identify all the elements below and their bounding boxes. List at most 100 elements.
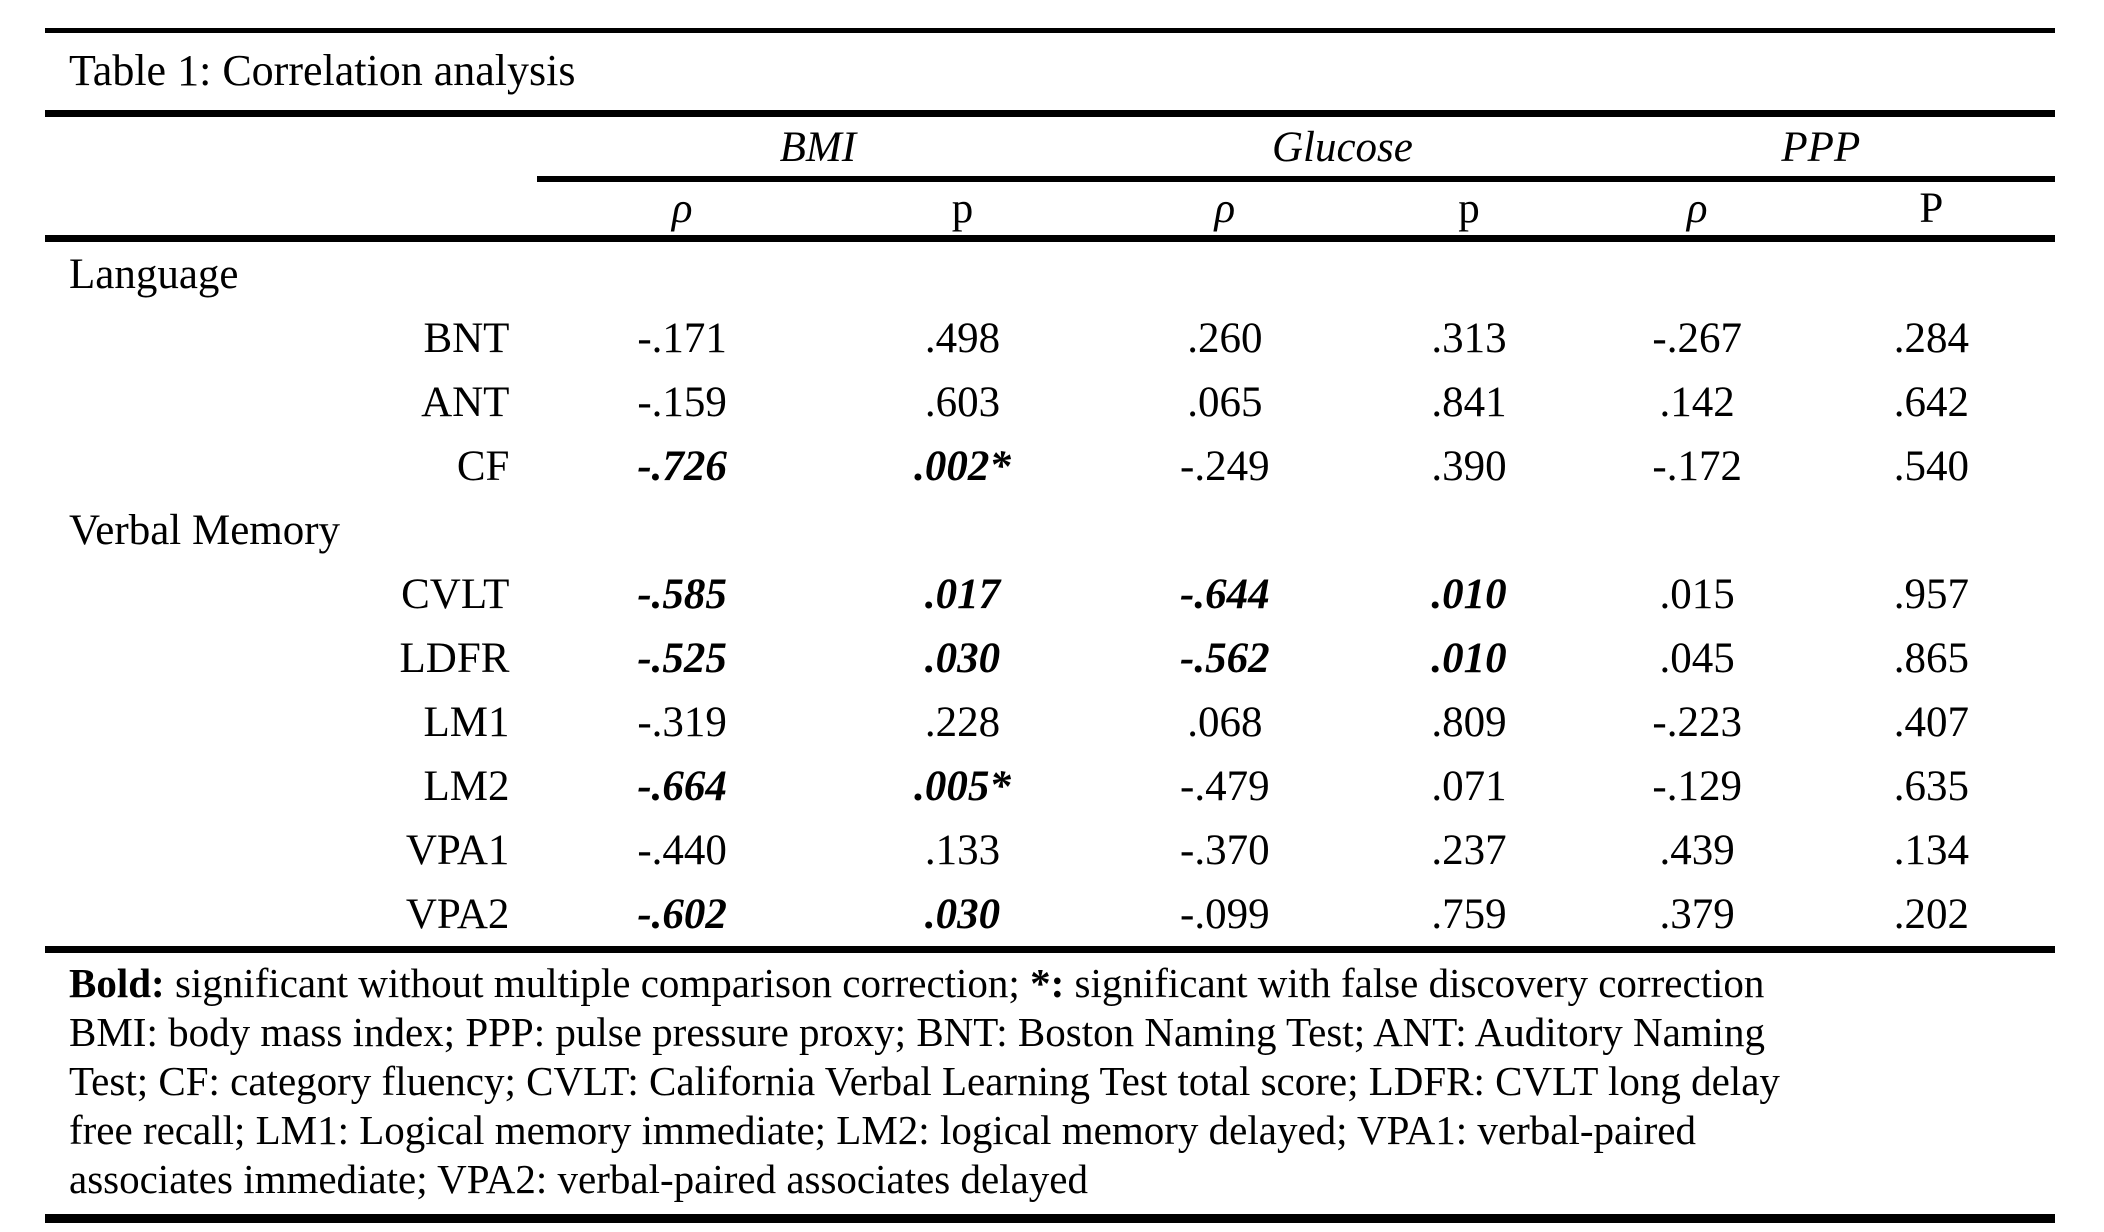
cell-value: .439 <box>1659 826 1735 874</box>
cell-value: -.223 <box>1652 698 1742 746</box>
cell-value: .134 <box>1893 826 1969 874</box>
table-footnote: Bold: significant without multiple compa… <box>45 946 2055 1223</box>
footnote-abbreviations: BMI: body mass index; PPP: pulse pressur… <box>69 1008 2047 1204</box>
cell-value-significant: .010 <box>1431 634 1507 682</box>
cell-value: .957 <box>1893 570 1969 618</box>
cell-value: .498 <box>924 314 1001 362</box>
group-header-glucose: Glucose <box>1098 117 1587 182</box>
cell-value: .540 <box>1893 442 1969 490</box>
table-row: BNT -.171 .498 .260 .313 -.267 .284 <box>45 306 2055 370</box>
row-label: CVLT <box>401 570 510 618</box>
subheader-p-0: p <box>826 179 1099 242</box>
cell-value: .228 <box>924 698 1001 746</box>
cell-value: .642 <box>1893 378 1969 426</box>
cell-value: -.249 <box>1180 442 1270 490</box>
section-row: Language <box>45 239 2055 307</box>
cell-value: .260 <box>1187 314 1263 362</box>
cell-value-significant: -.644 <box>1180 570 1270 618</box>
footnote-bold-term: Bold: <box>69 960 165 1006</box>
table-1-correlation-analysis: Table 1: Correlation analysis BMI Glucos… <box>45 28 2055 1223</box>
cell-value: -.319 <box>637 698 727 746</box>
group-header-bmi: BMI <box>537 117 1099 182</box>
cell-value: .071 <box>1431 762 1507 810</box>
cell-value: .142 <box>1659 378 1735 426</box>
cell-value: -.171 <box>637 314 727 362</box>
footnote-bold-term: *: <box>1030 960 1065 1006</box>
cell-value: .865 <box>1893 634 1969 682</box>
cell-value: .390 <box>1431 442 1507 490</box>
section-row: Verbal Memory <box>45 498 2055 562</box>
subheader-p-2: P <box>1807 179 2055 242</box>
group-header-ppp: PPP <box>1586 117 2055 182</box>
cell-value: -.172 <box>1652 442 1742 490</box>
table-row: VPA1 -.440 .133 -.370 .237 .439 .134 <box>45 818 2055 882</box>
subheader-spacer <box>45 179 538 242</box>
cell-value: .841 <box>1431 378 1507 426</box>
footnote-significance-line: Bold: significant without multiple compa… <box>69 959 2047 1008</box>
cell-value: -.440 <box>637 826 727 874</box>
section-label: Language <box>69 250 239 298</box>
cell-value: .379 <box>1659 890 1735 938</box>
row-label: VPA2 <box>405 890 510 938</box>
cell-value: .284 <box>1893 314 1969 362</box>
subheader-p-1: p <box>1351 179 1587 242</box>
table-row: CVLT -.585 .017 -.644 .010 .015 .957 <box>45 562 2055 626</box>
cell-value-significant: .030 <box>924 634 1001 682</box>
cell-value: .237 <box>1431 826 1507 874</box>
row-label: LM1 <box>423 698 510 746</box>
table-title: Table 1: Correlation analysis <box>45 28 2055 117</box>
table-row: ANT -.159 .603 .065 .841 .142 .642 <box>45 370 2055 434</box>
cell-value: .759 <box>1431 890 1507 938</box>
group-header-spacer <box>45 117 537 179</box>
row-label: LDFR <box>399 634 510 682</box>
table-row: LDFR -.525 .030 -.562 .010 .045 .865 <box>45 626 2055 690</box>
footnote-line: Test; CF: category fluency; CVLT: Califo… <box>69 1058 1780 1104</box>
cell-value: .015 <box>1659 570 1735 618</box>
group-header-row: BMI Glucose PPP <box>45 117 2055 182</box>
subheader-rho-0: ρ <box>537 179 827 242</box>
cell-value: -.370 <box>1180 826 1270 874</box>
table-row: CF -.726 .002* -.249 .390 -.172 .540 <box>45 434 2055 498</box>
cell-value: .045 <box>1659 634 1735 682</box>
cell-value: .407 <box>1893 698 1969 746</box>
cell-value: .065 <box>1187 378 1263 426</box>
cell-value: -.129 <box>1652 762 1742 810</box>
footnote-line: BMI: body mass index; PPP: pulse pressur… <box>69 1009 1766 1055</box>
cell-value: .068 <box>1187 698 1263 746</box>
table-row: LM2 -.664 .005* -.479 .071 -.129 .635 <box>45 754 2055 818</box>
section-label: Verbal Memory <box>69 506 341 554</box>
cell-value: .133 <box>924 826 1001 874</box>
row-label: VPA1 <box>405 826 510 874</box>
cell-value-significant: -.726 <box>637 442 727 490</box>
cell-value-significant: -.585 <box>637 570 727 618</box>
table-row: VPA2 -.602 .030 -.099 .759 .379 .202 <box>45 882 2055 946</box>
row-label: CF <box>456 442 510 490</box>
footnote-text: significant without multiple comparison … <box>164 960 1031 1006</box>
cell-value-significant: -.602 <box>637 890 727 938</box>
footnote-line: associates immediate; VPA2: verbal-paire… <box>69 1156 1088 1202</box>
cell-value: .809 <box>1431 698 1507 746</box>
cell-value: -.099 <box>1180 890 1270 938</box>
row-label: LM2 <box>423 762 510 810</box>
cell-value: .202 <box>1893 890 1969 938</box>
cell-value-significant: -.664 <box>637 762 727 810</box>
cell-value: .603 <box>924 378 1001 426</box>
table-row: LM1 -.319 .228 .068 .809 -.223 .407 <box>45 690 2055 754</box>
cell-value-significant: -.525 <box>637 634 727 682</box>
cell-value: -.479 <box>1180 762 1270 810</box>
cell-value-significant: -.562 <box>1180 634 1270 682</box>
cell-value-significant: .017 <box>924 570 1001 618</box>
cell-value-significant: .010 <box>1431 570 1507 618</box>
cell-value: .635 <box>1893 762 1969 810</box>
row-label: BNT <box>423 314 510 362</box>
subheader-rho-2: ρ <box>1586 179 1808 242</box>
row-label: ANT <box>421 378 510 426</box>
cell-value-significant: .002* <box>914 442 1011 490</box>
footnote-line: free recall; LM1: Logical memory immedia… <box>69 1107 1696 1153</box>
cell-value-significant: .005* <box>914 762 1011 810</box>
subheader-rho-1: ρ <box>1098 179 1352 242</box>
cell-value: .313 <box>1431 314 1507 362</box>
cell-value-significant: .030 <box>924 890 1001 938</box>
